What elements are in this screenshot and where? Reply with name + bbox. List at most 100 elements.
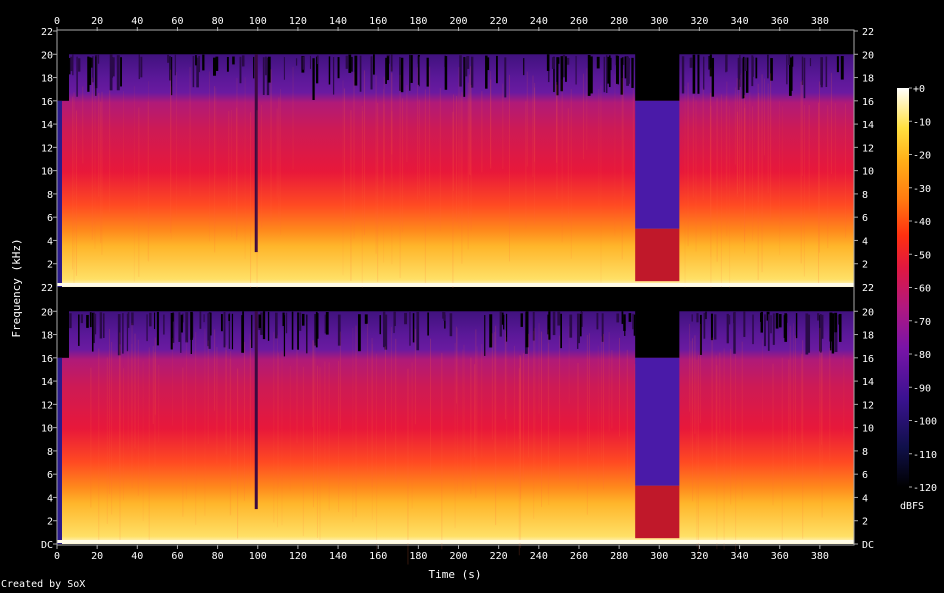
speckle <box>92 312 95 344</box>
streak <box>131 343 133 474</box>
streak <box>342 80 344 276</box>
streak <box>757 83 759 281</box>
streak <box>559 335 561 481</box>
streak <box>277 352 279 488</box>
speckle <box>834 312 838 333</box>
streak <box>735 354 737 553</box>
speckle <box>496 55 498 84</box>
streak <box>123 91 125 181</box>
speckle <box>192 55 195 88</box>
speckle <box>752 314 754 345</box>
streak <box>621 77 623 260</box>
streak <box>249 334 251 429</box>
streak <box>738 79 740 192</box>
streak <box>508 74 510 262</box>
streak <box>148 81 150 262</box>
streak <box>744 107 746 254</box>
speckle <box>443 312 446 321</box>
streak <box>582 73 584 160</box>
speckle <box>195 55 197 66</box>
speckle <box>302 56 305 70</box>
streak <box>476 346 478 478</box>
speckle <box>253 56 255 79</box>
streak <box>456 95 458 223</box>
speckle <box>737 57 740 90</box>
x-tick-label-bottom: 140 <box>329 551 347 562</box>
speckle <box>623 314 626 331</box>
speckle <box>775 313 779 329</box>
streak <box>684 85 686 289</box>
baseline-band <box>57 283 854 286</box>
streak <box>452 111 454 312</box>
speckle <box>631 57 634 88</box>
speckle <box>309 55 311 69</box>
speckle <box>167 54 170 63</box>
y-tick-label-left: 22 <box>41 27 53 38</box>
quiet-low <box>635 228 680 282</box>
streak <box>534 82 536 162</box>
x-axis-label: Time (s) <box>429 568 482 581</box>
speckle <box>729 315 731 325</box>
streak <box>352 327 354 523</box>
y-tick-label-left: 8 <box>47 190 53 201</box>
speckle <box>504 57 507 98</box>
streak <box>710 67 712 257</box>
streak <box>319 367 321 541</box>
speckle <box>546 54 550 71</box>
streak <box>586 334 588 515</box>
speckle <box>486 57 490 71</box>
y-tick-label-right: 20 <box>862 307 874 318</box>
speckle <box>752 56 754 77</box>
speckle <box>94 313 97 335</box>
streak <box>692 338 694 502</box>
speckle <box>239 56 242 84</box>
speckle <box>783 315 787 339</box>
streak <box>338 360 340 512</box>
streak <box>734 87 736 165</box>
speckle <box>190 314 192 355</box>
y-tick-label-left: 14 <box>41 377 53 388</box>
speckle <box>89 312 92 328</box>
speckle <box>703 312 706 339</box>
colorbar-tick-label: -20 <box>913 151 931 162</box>
streak <box>111 342 113 515</box>
y-tick-label-left: 16 <box>41 97 53 108</box>
speckle <box>560 56 563 92</box>
streak <box>101 91 103 255</box>
y-tick-label-left: 8 <box>47 447 53 458</box>
speckle <box>241 315 245 353</box>
x-tick-label-top: 120 <box>289 16 307 27</box>
x-tick-label-bottom: 240 <box>530 551 548 562</box>
y-tick-label-right: 6 <box>862 213 868 224</box>
speckle <box>565 56 567 82</box>
streak <box>154 352 156 467</box>
intro-gap <box>57 31 69 101</box>
speckle <box>786 55 788 85</box>
speckle <box>744 57 748 71</box>
y-tick-label-left: 14 <box>41 120 53 131</box>
x-tick-label-bottom: 60 <box>171 551 183 562</box>
x-tick-label-bottom: 20 <box>91 551 103 562</box>
streak <box>100 101 102 244</box>
streak <box>608 331 610 432</box>
speckle <box>819 314 822 353</box>
streak <box>377 102 379 283</box>
speckle <box>400 57 404 93</box>
streak <box>468 74 470 175</box>
streak <box>802 340 804 539</box>
streak <box>568 326 570 404</box>
y-axis-label: Frequency (kHz) <box>10 238 23 337</box>
streak <box>602 333 604 490</box>
streak <box>600 85 602 283</box>
x-ticks-top: 0 20 40 60 80 100 120 140 160 180 200 220 240 260 280 3… <box>54 16 829 31</box>
streak <box>276 108 278 198</box>
speckle <box>466 55 470 69</box>
streak <box>439 87 441 231</box>
streak <box>689 323 691 412</box>
streak <box>94 85 96 249</box>
x-tick-label-top: 380 <box>811 16 829 27</box>
y-tick-label-right: 4 <box>862 236 868 247</box>
streak <box>723 348 725 550</box>
region-above-20khz <box>57 31 854 55</box>
